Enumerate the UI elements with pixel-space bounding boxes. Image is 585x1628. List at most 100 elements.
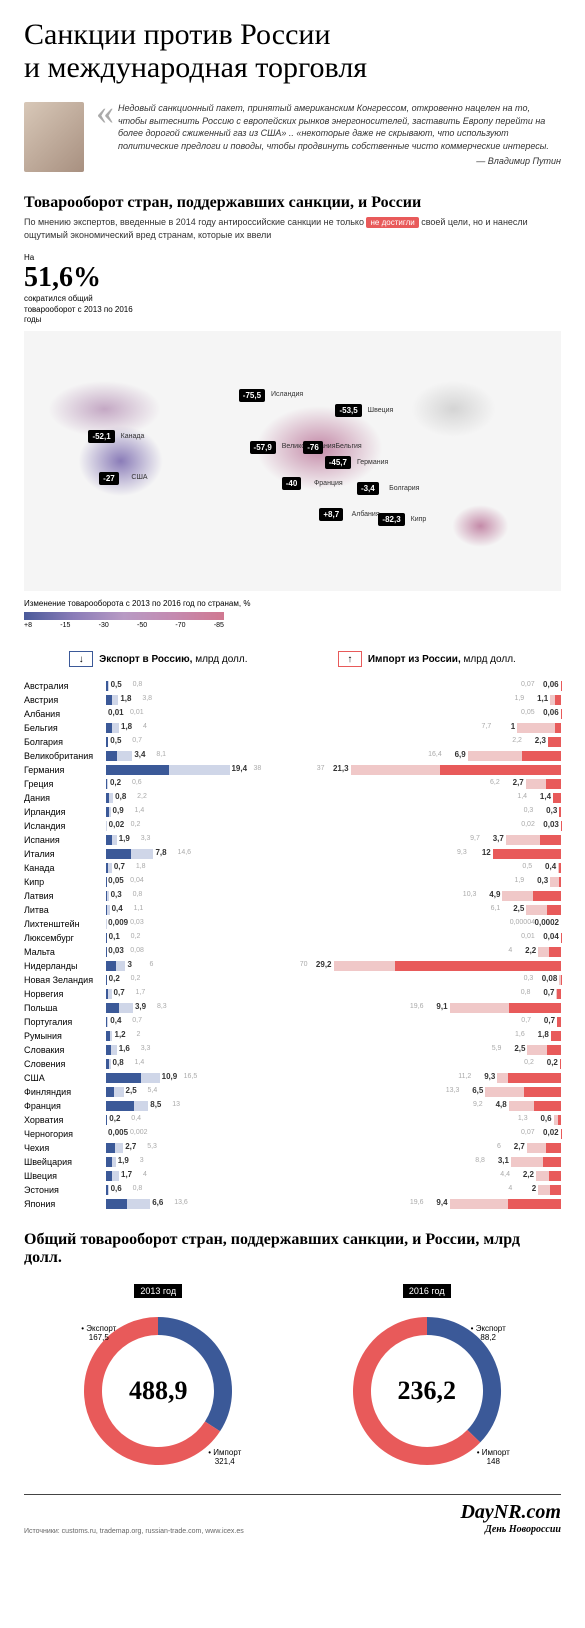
- bar-country-label: Новая Зеландия: [24, 975, 106, 985]
- map-country-label: Швеция: [368, 407, 394, 414]
- bar-row: Япония6,613,69,419,6: [24, 1197, 561, 1211]
- map-pin: -52,1: [88, 430, 114, 443]
- bar-row: Португалия0,40,70,70,7: [24, 1015, 561, 1029]
- bar-country-label: Швейцария: [24, 1157, 106, 1167]
- bar-row: Болгария0,50,72,32,2: [24, 735, 561, 749]
- bar-chart: Австралия0,50,80,060,07Австрия1,83,81,11…: [24, 679, 561, 1211]
- map-pin: -57,9: [250, 441, 276, 454]
- map-pin: -45,7: [325, 456, 351, 469]
- quote-mark-icon: «: [96, 102, 114, 152]
- bar-row: Испания1,93,33,79,7: [24, 833, 561, 847]
- bar-row: Польша3,98,39,119,6: [24, 1001, 561, 1015]
- bar-country-label: Румыния: [24, 1031, 106, 1041]
- bar-country-label: Албания: [24, 709, 106, 719]
- bar-row: Латвия0,30,84,910,3: [24, 889, 561, 903]
- bar-country-label: Хорватия: [24, 1115, 106, 1125]
- bar-country-label: Литва: [24, 905, 106, 915]
- bar-row: Австрия1,83,81,11,9: [24, 693, 561, 707]
- bar-country-label: Италия: [24, 849, 106, 859]
- map-pin: -3,4: [357, 482, 379, 495]
- bar-country-label: Португалия: [24, 1017, 106, 1027]
- bar-country-label: Япония: [24, 1199, 106, 1209]
- bar-country-label: Словения: [24, 1059, 106, 1069]
- bar-country-label: Исландия: [24, 821, 106, 831]
- bar-country-label: Канада: [24, 863, 106, 873]
- map-pin: -76: [303, 441, 323, 454]
- donuts-row: 2013 год 488,9 • Экспорт167,5 • Импорт32…: [24, 1281, 561, 1476]
- bar-row: Швейцария1,933,18,8: [24, 1155, 561, 1169]
- bar-row: Греция0,20,62,76,2: [24, 777, 561, 791]
- bar-country-label: Чехия: [24, 1143, 106, 1153]
- bar-row: Исландия0,020,20,030,02: [24, 819, 561, 833]
- bar-row: Албания0,010,010,060,05: [24, 707, 561, 721]
- map-pin: -40: [282, 477, 302, 490]
- bar-row: Австралия0,50,80,060,07: [24, 679, 561, 693]
- bar-row: Канада0,71,80,40,5: [24, 861, 561, 875]
- chart-header: ↓ Экспорт в Россию, млрд долл. ↑ Импорт …: [24, 651, 561, 667]
- map-pin: -82,3: [378, 513, 404, 526]
- map-pin: -75,5: [239, 389, 265, 402]
- bar-country-label: Эстония: [24, 1185, 106, 1195]
- bar-country-label: Польша: [24, 1003, 106, 1013]
- bar-country-label: Нидерланды: [24, 961, 106, 971]
- bar-country-label: Бельгия: [24, 723, 106, 733]
- world-map: -52,1Канада-27США-75,5Исландия-57,9Велик…: [24, 331, 561, 591]
- quote-text: Недовый санкционный пакет, принятый амер…: [118, 102, 561, 152]
- export-icon: ↓: [69, 651, 93, 667]
- bar-country-label: Австралия: [24, 681, 106, 691]
- main-title: Санкции против России и международная то…: [24, 18, 561, 84]
- bar-row: Финляндия2,55,46,513,3: [24, 1085, 561, 1099]
- bar-country-label: Словакия: [24, 1045, 106, 1055]
- export-header: ↓ Экспорт в Россию, млрд долл.: [69, 651, 247, 667]
- bar-row: Дания0,82,21,41,4: [24, 791, 561, 805]
- bar-country-label: Ирландия: [24, 807, 106, 817]
- map-country-label: Болгария: [389, 485, 419, 492]
- bar-country-label: Кипр: [24, 877, 106, 887]
- bar-row: Люксембург0,10,20,040,01: [24, 931, 561, 945]
- bar-row: Швеция1,742,24,4: [24, 1169, 561, 1183]
- map-stat: На 51,6% сократился общий товарооборот с…: [24, 253, 561, 325]
- map-country-label: США: [131, 474, 147, 481]
- bar-country-label: Латвия: [24, 891, 106, 901]
- map-section-subtitle: По мнению экспертов, введенные в 2014 го…: [24, 216, 561, 241]
- bar-country-label: Швеция: [24, 1171, 106, 1181]
- bar-row: Кипр0,050,040,31,9: [24, 875, 561, 889]
- map-section-title: Товарооборот стран, поддержавших санкции…: [24, 194, 561, 212]
- bar-country-label: Германия: [24, 765, 106, 775]
- bar-row: Чехия2,75,32,76: [24, 1141, 561, 1155]
- bar-row: Словакия1,63,32,55,9: [24, 1043, 561, 1057]
- bar-row: Ирландия0,91,40,30,3: [24, 805, 561, 819]
- bar-row: Хорватия0,20,40,61,3: [24, 1113, 561, 1127]
- bar-row: США10,916,59,311,2: [24, 1071, 561, 1085]
- bar-country-label: Болгария: [24, 737, 106, 747]
- bar-country-label: Норвегия: [24, 989, 106, 999]
- bar-country-label: Финляндия: [24, 1087, 106, 1097]
- import-header: ↑ Импорт из России, млрд долл.: [338, 651, 516, 667]
- map-country-label: Исландия: [271, 391, 303, 398]
- bar-country-label: Лихтенштейн: [24, 919, 106, 929]
- donut-2016: 2016 год 236,2 • Экспорт88,2 • Импорт148: [342, 1281, 512, 1476]
- bar-country-label: Испания: [24, 835, 106, 845]
- bar-row: Нидерланды3629,270: [24, 959, 561, 973]
- map-country-label: Бельгия: [335, 443, 361, 450]
- bar-row: Бельгия1,8417,7: [24, 721, 561, 735]
- bar-country-label: США: [24, 1073, 106, 1083]
- legend-ticks: +8-15-30-50-70-85: [24, 622, 224, 629]
- bar-row: Германия19,43821,337: [24, 763, 561, 777]
- bar-row: Великобритания3,48,16,916,4: [24, 749, 561, 763]
- bar-country-label: Люксембург: [24, 933, 106, 943]
- bar-row: Норвегия0,71,70,70,8: [24, 987, 561, 1001]
- map-pin: -27: [99, 472, 119, 485]
- bar-row: Мальта0,030,082,24: [24, 945, 561, 959]
- bar-row: Эстония0,60,824: [24, 1183, 561, 1197]
- legend-gradient: [24, 612, 224, 620]
- sources: Источники: customs.ru, trademap.org, rus…: [24, 1528, 244, 1535]
- portrait-image: [24, 102, 84, 172]
- bar-row: Лихтенштейн0,0090,030,00020,00004: [24, 917, 561, 931]
- map-country-label: Кипр: [411, 516, 427, 523]
- bar-country-label: Франция: [24, 1101, 106, 1111]
- bar-row: Новая Зеландия0,20,20,080,3: [24, 973, 561, 987]
- bar-row: Словения0,81,40,20,2: [24, 1057, 561, 1071]
- map-country-label: Германия: [357, 459, 388, 466]
- import-icon: ↑: [338, 651, 362, 667]
